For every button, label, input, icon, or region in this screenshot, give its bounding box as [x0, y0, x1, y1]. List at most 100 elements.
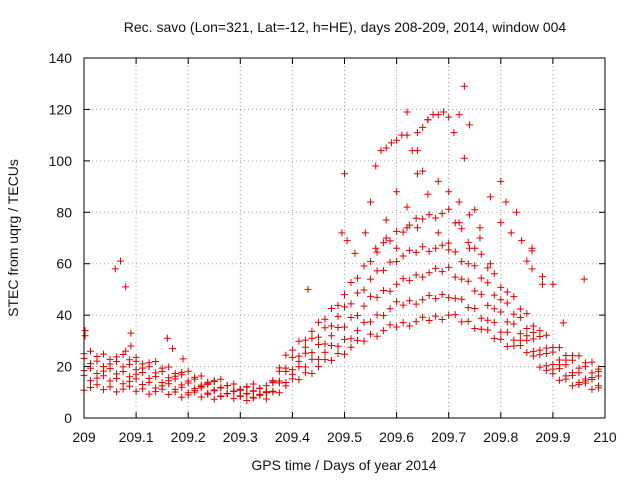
data-point: [484, 301, 492, 309]
data-point: [536, 363, 544, 371]
data-point: [338, 229, 346, 237]
data-point: [380, 239, 388, 247]
data-point: [510, 342, 518, 350]
data-point: [295, 376, 303, 384]
data-point: [360, 337, 368, 345]
data-point: [536, 346, 544, 354]
data-point: [588, 369, 596, 377]
data-point: [282, 379, 290, 387]
data-point: [152, 358, 160, 366]
data-point: [538, 273, 546, 281]
data-point: [341, 323, 348, 331]
data-point: [419, 123, 427, 131]
data-point: [466, 211, 474, 219]
data-point: [419, 296, 427, 304]
data-point: [360, 302, 368, 310]
data-point: [580, 275, 588, 283]
data-point: [464, 317, 472, 325]
data-point: [100, 386, 108, 394]
data-point: [476, 234, 484, 242]
data-point: [542, 344, 550, 352]
data-point: [455, 198, 463, 206]
data-point: [413, 129, 421, 137]
data-point: [334, 323, 342, 331]
data-point: [523, 310, 531, 318]
y-tick-label: 120: [49, 101, 73, 117]
data-point: [542, 331, 550, 339]
y-tick-label: 140: [49, 50, 73, 66]
data-point: [122, 283, 130, 291]
data-point: [308, 349, 316, 357]
data-point: [451, 219, 459, 227]
data-point: [139, 381, 147, 389]
data-point: [372, 162, 380, 170]
data-point: [178, 368, 186, 376]
data-point: [275, 389, 283, 397]
data-point: [304, 285, 312, 293]
data-point: [512, 208, 520, 216]
data-point: [413, 224, 421, 232]
data-point: [425, 317, 433, 325]
data-point: [308, 355, 316, 363]
y-axis-label: STEC from uqrg / TECUs: [5, 159, 21, 317]
data-point: [503, 343, 511, 351]
data-point: [243, 397, 251, 405]
data-point: [126, 356, 134, 364]
data-point: [145, 359, 153, 367]
data-point: [536, 332, 544, 340]
x-tick-label: 209.3: [223, 429, 258, 445]
data-point: [581, 375, 589, 383]
data-point: [393, 323, 401, 331]
data-point: [158, 364, 166, 372]
data-point: [93, 353, 101, 361]
x-tick-labels: 209 209.1 209.2 209.3 209.4 209.5 209.6 209.7 20…: [72, 429, 617, 445]
data-point: [471, 304, 479, 312]
data-point: [471, 262, 479, 270]
data-point: [490, 305, 498, 313]
data-point: [486, 193, 494, 201]
x-tick-label: 209.2: [171, 429, 206, 445]
data-point: [327, 322, 335, 330]
data-point: [471, 325, 479, 333]
data-point: [113, 370, 121, 378]
data-point: [497, 283, 505, 291]
x-tick-label: 209.8: [483, 429, 518, 445]
grid-lines: [84, 58, 605, 418]
data-point: [386, 258, 394, 266]
data-point: [562, 352, 570, 360]
data-point: [503, 288, 511, 296]
data-point: [568, 369, 576, 377]
data-point: [438, 241, 446, 249]
y-tick-labels: 0 20 40 60 80 100 120 140: [49, 50, 73, 426]
data-point: [93, 370, 101, 378]
data-point: [113, 353, 121, 361]
data-point: [490, 291, 498, 299]
data-point: [386, 305, 394, 313]
data-point: [230, 388, 238, 396]
data-point: [119, 350, 127, 358]
data-point: [523, 325, 531, 333]
data-point: [458, 258, 466, 266]
y-tick-label: 60: [56, 256, 72, 272]
data-point: [549, 280, 557, 288]
data-point: [184, 377, 192, 385]
data-point: [588, 358, 596, 366]
data-point: [439, 108, 447, 116]
data-point: [432, 264, 440, 272]
data-point: [399, 252, 407, 260]
data-point: [399, 228, 407, 236]
data-point: [367, 258, 375, 266]
data-point: [497, 296, 505, 304]
data-point: [321, 348, 329, 356]
data-point: [314, 340, 322, 348]
data-point: [145, 374, 153, 382]
data-point: [210, 377, 218, 385]
data-point: [217, 383, 225, 391]
data-point: [458, 295, 466, 303]
y-tick-label: 100: [49, 153, 73, 169]
data-point: [308, 334, 316, 342]
data-point: [523, 257, 531, 265]
x-tick-label: 209.5: [327, 429, 362, 445]
data-point: [334, 312, 342, 320]
data-point: [347, 313, 355, 321]
